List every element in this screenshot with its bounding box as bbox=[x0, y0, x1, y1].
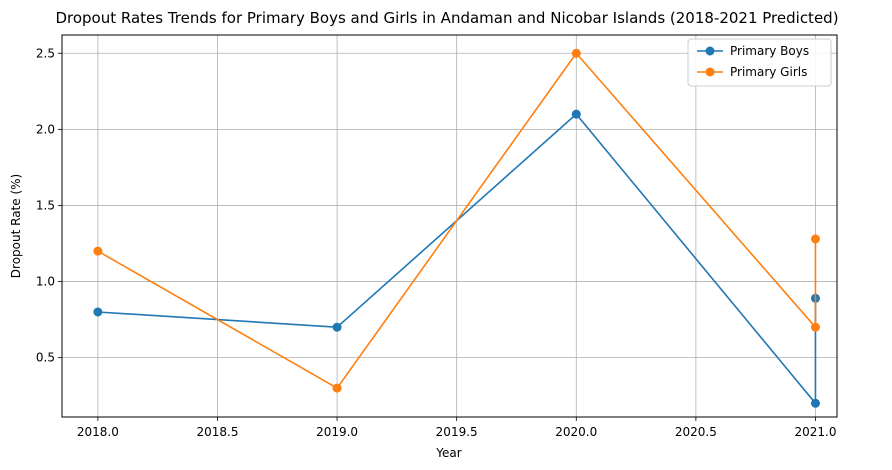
grid bbox=[62, 35, 837, 417]
legend-marker-primary-girls bbox=[705, 67, 715, 77]
data-point-primary-boys bbox=[810, 398, 820, 408]
data-point-primary-boys bbox=[332, 322, 342, 332]
x-axis-label: Year bbox=[435, 446, 461, 460]
y-axis-label: Dropout Rate (%) bbox=[9, 174, 23, 278]
chart-title: Dropout Rates Trends for Primary Boys an… bbox=[55, 9, 838, 27]
y-tick-label: 2.5 bbox=[36, 46, 55, 60]
y-tick-label: 0.5 bbox=[36, 351, 55, 365]
series-layer bbox=[93, 48, 820, 408]
x-tick-label: 2020.5 bbox=[675, 425, 717, 439]
x-tick-label: 2019.0 bbox=[316, 425, 358, 439]
x-tick-label: 2021.0 bbox=[794, 425, 836, 439]
legend-box bbox=[687, 38, 832, 87]
series-primary-girls bbox=[93, 48, 820, 393]
data-point-primary-girls bbox=[571, 48, 581, 58]
data-point-primary-girls bbox=[810, 322, 820, 332]
series-primary-boys bbox=[93, 109, 820, 408]
y-tick-label: 1.0 bbox=[36, 275, 55, 289]
data-point-primary-boys bbox=[571, 109, 581, 119]
plot-frame bbox=[61, 34, 838, 418]
y-tick-label: 2.0 bbox=[36, 122, 55, 136]
legend-label-primary-girls: Primary Girls bbox=[730, 65, 807, 79]
x-tick-label: 2018.0 bbox=[77, 425, 119, 439]
legend: Primary Boys Primary Girls bbox=[687, 38, 832, 87]
data-point-primary-girls bbox=[93, 246, 103, 256]
x-tick-label: 2020.0 bbox=[555, 425, 597, 439]
legend-label-primary-boys: Primary Boys bbox=[730, 44, 809, 58]
data-point-primary-girls bbox=[810, 234, 820, 244]
x-axis-ticks: 2018.0 2018.5 2019.0 2019.5 2020.0 2020.5 2021… bbox=[77, 417, 836, 439]
y-tick-label: 1.5 bbox=[36, 198, 55, 212]
data-point-primary-girls bbox=[332, 383, 342, 393]
x-tick-label: 2019.5 bbox=[436, 425, 478, 439]
data-point-primary-boys bbox=[93, 307, 103, 317]
y-axis-ticks: 0.5 1.0 1.5 2.0 2.5 bbox=[36, 46, 62, 365]
legend-marker-primary-boys bbox=[705, 46, 715, 56]
x-tick-label: 2018.5 bbox=[196, 425, 238, 439]
